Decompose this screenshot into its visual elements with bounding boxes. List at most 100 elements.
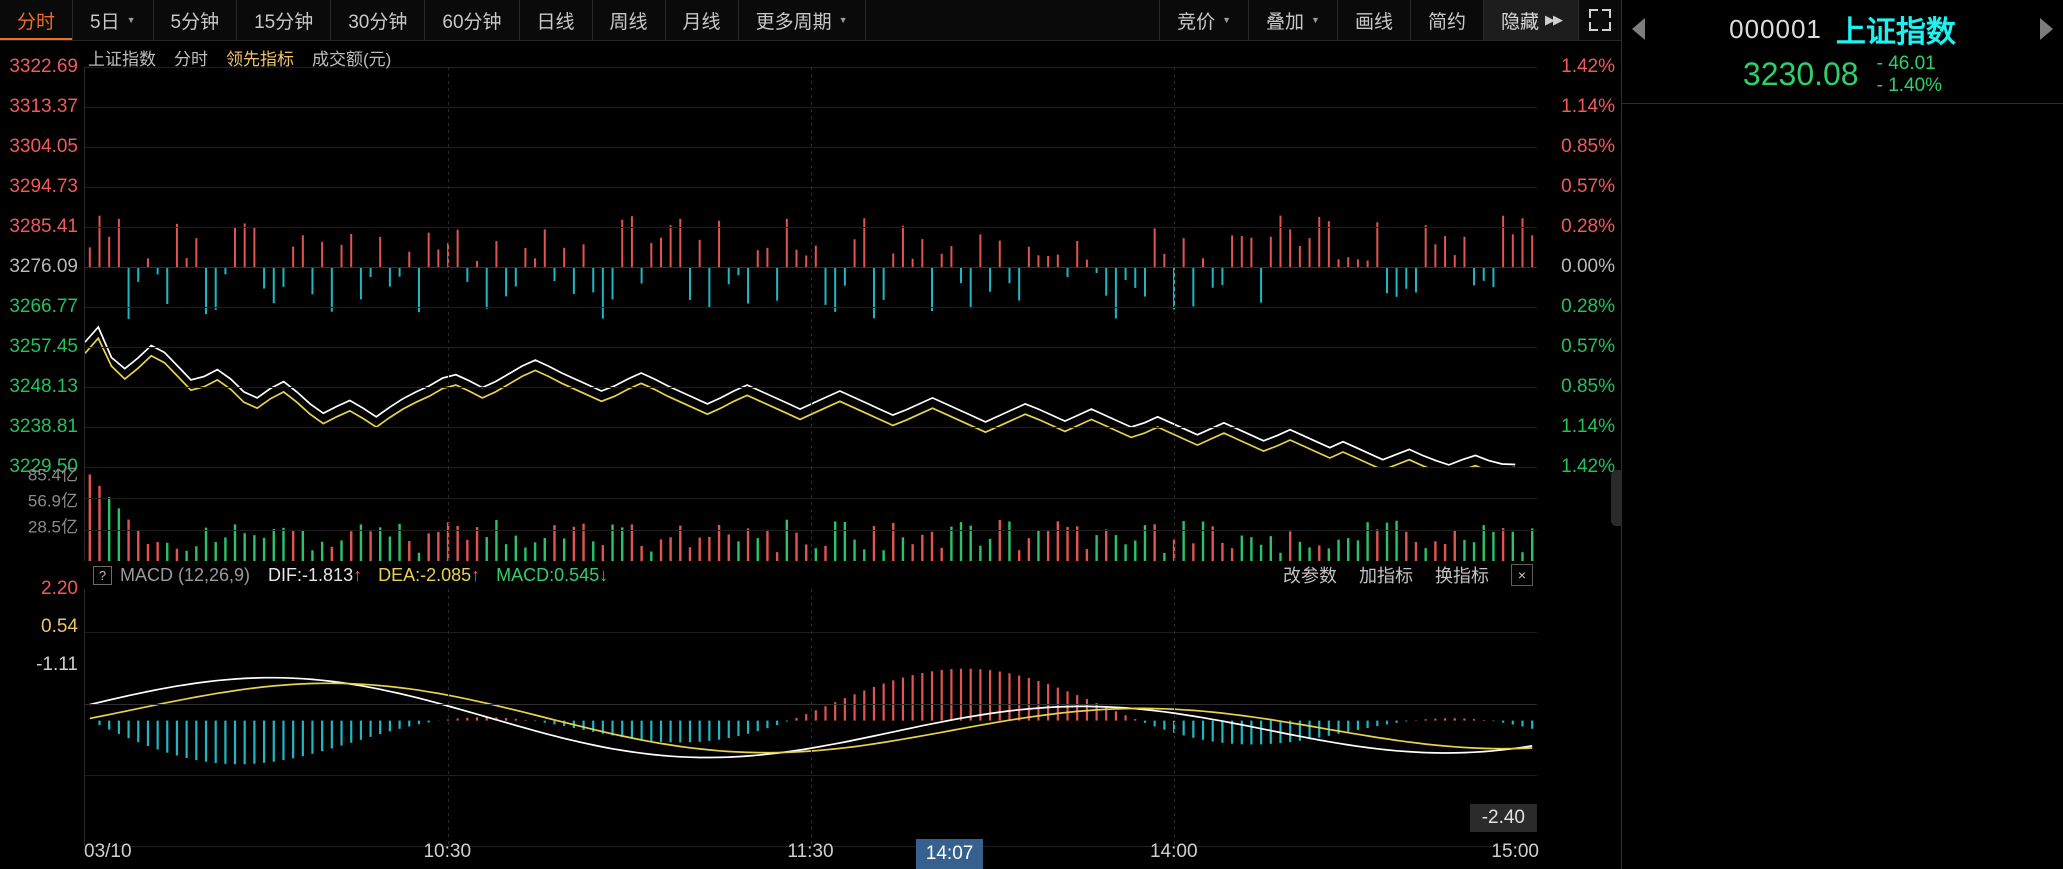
period-label: 分时: [17, 11, 56, 33]
legend-item-3[interactable]: 成交额(元): [312, 50, 392, 69]
period-label: 15分钟: [254, 11, 314, 33]
tool-label: 简约: [1427, 11, 1466, 33]
macd-help-icon[interactable]: ?: [93, 565, 112, 585]
period-button-2[interactable]: 5分钟: [154, 0, 238, 40]
next-stock-arrow-icon[interactable]: [2040, 18, 2053, 40]
period-button-group: 分时 5日 ▼ 5分钟 15分钟 30分钟 60分钟 日线 周线 月线 更多周期 ▼: [0, 0, 866, 40]
macd-action-group: 改参数 加指标 换指标: [1283, 562, 1511, 588]
double-right-arrow-icon: ▶▶: [1545, 12, 1563, 27]
macd-tick-1: 0.54: [41, 616, 78, 637]
tool-button-group: 竞价 ▼ 叠加 ▼ 画线 简约: [1160, 0, 1484, 40]
price-tick-9: 3238.81: [9, 416, 78, 437]
macd-dif-arrow-icon: ↑: [353, 564, 363, 585]
percent-tick-2: 0.85%: [1561, 136, 1615, 157]
volume-plot: [88, 474, 1534, 561]
tool-button-0[interactable]: 竞价 ▼: [1160, 0, 1250, 40]
price-tick-0: 3322.69: [9, 56, 78, 77]
legend-item-2[interactable]: 领先指标: [226, 50, 294, 69]
volume-tick-1: 56.9亿: [27, 491, 78, 511]
volume-tick-2: 28.5亿: [27, 517, 78, 537]
chart-toolbar: 分时 5日 ▼ 5分钟 15分钟 30分钟 60分钟 日线 周线 月线 更多周期 ▼ 竞价 ▼ 叠加 ▼ 画线…: [0, 0, 1621, 41]
time-tick-4: 15:00: [1491, 841, 1539, 862]
legend-item-1[interactable]: 分时: [174, 50, 208, 69]
hide-panel-button[interactable]: 隐藏 ▶▶: [1483, 0, 1579, 40]
price-tick-3: 3294.73: [9, 176, 78, 197]
price-tick-6: 3266.77: [9, 296, 78, 317]
tool-label: 竞价: [1177, 11, 1216, 33]
price-tick-4: 3285.41: [9, 216, 78, 237]
price-panel[interactable]: [84, 67, 1537, 468]
gridline-v: [811, 67, 812, 467]
macd-action-2[interactable]: 换指标: [1435, 566, 1489, 586]
tool-button-3[interactable]: 简约: [1411, 0, 1484, 40]
macd-macd-arrow-icon: ↓: [599, 564, 609, 585]
macd-macd-value: MACD:0.545↓: [496, 565, 608, 586]
period-label: 月线: [682, 11, 721, 33]
macd-header: ? MACD (12,26,9) DIF:-1.813↑ DEA:-2.085↑…: [84, 561, 1537, 589]
percent-tick-1: 1.14%: [1561, 96, 1615, 117]
period-button-5[interactable]: 60分钟: [425, 0, 520, 40]
period-button-4[interactable]: 30分钟: [331, 0, 426, 40]
macd-action-1[interactable]: 加指标: [1359, 566, 1413, 586]
fullscreen-button[interactable]: [1579, 0, 1621, 40]
period-label: 30分钟: [348, 11, 408, 33]
price-tick-8: 3248.13: [9, 376, 78, 397]
stock-identity-row: 000001 上证指数: [1622, 0, 2063, 51]
volume-tick-0: 85.4亿: [27, 465, 78, 485]
stock-code: 000001: [1729, 13, 1822, 44]
close-icon[interactable]: ×: [1511, 564, 1533, 586]
period-label: 5分钟: [170, 11, 220, 33]
gridline-v: [811, 467, 812, 561]
time-tick-2: 11:30: [787, 841, 834, 862]
tool-label: 画线: [1354, 11, 1393, 33]
macd-dif-value: DIF:-1.813↑: [268, 565, 362, 586]
price-tick-2: 3304.05: [9, 136, 78, 157]
toolbar-spacer: [866, 0, 1161, 40]
macd-dea-value: DEA:-2.085↑: [378, 565, 480, 586]
macd-action-0[interactable]: 改参数: [1283, 566, 1337, 586]
legend-item-0[interactable]: 上证指数: [88, 50, 156, 69]
macd-dea-label: DEA:-2.085: [378, 564, 472, 585]
chevron-down-icon: ▼: [1311, 14, 1320, 25]
gridline-h: [85, 846, 1537, 847]
period-button-1[interactable]: 5日 ▼: [73, 0, 154, 40]
macd-dif-label: DIF:-1.813: [268, 564, 354, 585]
tool-button-1[interactable]: 叠加 ▼: [1249, 0, 1338, 40]
stock-change-percent: - 1.40%: [1876, 74, 1943, 96]
macd-name: MACD (12,26,9): [120, 564, 251, 585]
tool-button-2[interactable]: 画线: [1338, 0, 1411, 40]
gridline-v: [811, 561, 812, 846]
tool-label: 叠加: [1266, 11, 1305, 33]
period-label: 日线: [536, 11, 575, 33]
cursor-time-badge: 14:07: [915, 839, 984, 869]
time-tick-3: 14:00: [1149, 841, 1198, 862]
period-button-6[interactable]: 日线: [520, 0, 593, 40]
price-tick-5: 3276.09: [9, 256, 78, 277]
percent-tick-7: 0.57%: [1561, 336, 1615, 357]
period-button-3[interactable]: 15分钟: [237, 0, 332, 40]
period-label: 60分钟: [442, 11, 502, 33]
percent-tick-6: 0.28%: [1561, 296, 1615, 317]
sidebar-collapse-handle[interactable]: [1611, 470, 1622, 526]
period-button-8[interactable]: 月线: [666, 0, 739, 40]
stock-change-block: - 46.01 - 1.40%: [1877, 53, 1942, 97]
prev-stock-arrow-icon[interactable]: [1632, 18, 1645, 40]
fullscreen-icon: [1589, 9, 1611, 31]
time-axis: 03/10 10:30 11:30 14:00 15:00: [84, 839, 1539, 869]
period-button-0[interactable]: 分时: [0, 0, 74, 40]
period-button-7[interactable]: 周线: [593, 0, 666, 40]
price-tick-10: 3229.50: [9, 456, 78, 477]
time-tick-0: 03/10: [84, 841, 132, 862]
period-label: 更多周期: [755, 11, 832, 33]
chart-area[interactable]: 上证指数 分时 领先指标 成交额(元) 3322.69 3313.37 3304.05 32…: [0, 41, 1621, 869]
quote-sidebar: 000001 上证指数 3230.08 - 46.01 - 1.40%: [1611, 0, 2063, 869]
chevron-down-icon: ▼: [838, 14, 848, 25]
macd-tick-2: -1.11: [36, 654, 78, 675]
volume-panel[interactable]: [84, 467, 1537, 562]
macd-panel[interactable]: [84, 561, 1537, 847]
period-button-9[interactable]: 更多周期 ▼: [739, 0, 866, 40]
percent-tick-3: 0.57%: [1561, 176, 1615, 197]
hide-panel-label: 隐藏: [1500, 11, 1539, 33]
time-tick-1: 10:30: [423, 841, 472, 862]
quote-header: 000001 上证指数 3230.08 - 46.01 - 1.40%: [1622, 0, 2063, 104]
